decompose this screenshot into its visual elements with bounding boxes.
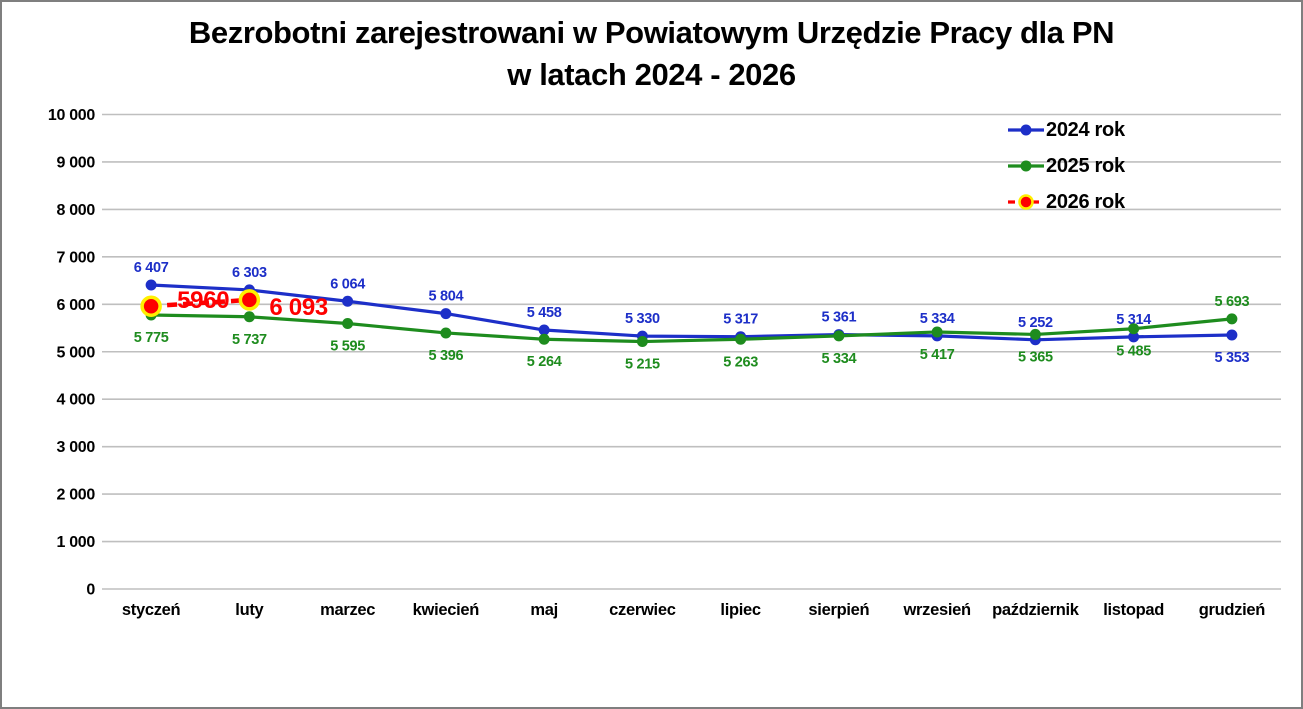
legend-item-2025: 2025 rok xyxy=(1008,148,1208,184)
y-axis-tick-label: 8 000 xyxy=(56,202,95,219)
chart-title: Bezrobotni zarejestrowani w Powiatowym U… xyxy=(2,12,1301,96)
data-point-2025-październik xyxy=(1029,328,1041,340)
data-label: 5 775 xyxy=(134,330,169,346)
y-axis-tick-label: 10 000 xyxy=(48,107,96,124)
data-label: 5 365 xyxy=(1018,349,1053,365)
data-label: 6 064 xyxy=(330,276,365,292)
data-point-2025-listopad xyxy=(1128,323,1140,335)
data-label: 5 264 xyxy=(527,354,562,370)
y-axis-tick-label: 9 000 xyxy=(56,154,95,171)
data-point-2025-grudzień xyxy=(1226,313,1238,325)
data-label: 5 693 xyxy=(1214,294,1249,310)
data-label: 5 334 xyxy=(920,311,955,327)
y-axis-tick-label: 2 000 xyxy=(56,487,95,504)
series-line-2026-rok xyxy=(150,297,250,309)
x-axis-label: marzec xyxy=(320,601,375,619)
x-axis-label: październik xyxy=(992,601,1080,619)
data-point-2025-maj xyxy=(538,333,550,345)
data-label: 5 330 xyxy=(625,311,660,327)
data-label: 6 303 xyxy=(232,265,267,281)
x-axis-label: czerwiec xyxy=(609,601,676,619)
data-point-2025-marzec xyxy=(342,318,354,330)
data-point-2025-sierpień xyxy=(833,330,845,342)
legend-marker-2026 xyxy=(1008,194,1044,210)
x-axis-label: styczeń xyxy=(122,601,181,619)
data-point-2025-czerwiec xyxy=(636,336,648,348)
x-axis-label: lipiec xyxy=(720,601,761,619)
data-label: 5 334 xyxy=(821,351,856,367)
data-label: 5 215 xyxy=(625,357,660,373)
data-label: 5 485 xyxy=(1116,344,1151,360)
data-label: 5 263 xyxy=(723,354,758,370)
data-label: 5 737 xyxy=(232,332,267,348)
series-line-2025-rok xyxy=(151,313,1233,344)
data-point-2026-luty xyxy=(238,289,261,311)
legend-label-2025: 2025 rok xyxy=(1046,154,1125,177)
y-axis-tick-label: 7 000 xyxy=(56,249,95,266)
data-point-2024-styczeń xyxy=(145,279,157,291)
y-axis-tick-label: 5 000 xyxy=(56,344,95,361)
legend: 2024 rok 2025 rok 2026 rok xyxy=(1008,112,1208,220)
legend-item-2026: 2026 rok xyxy=(1008,184,1208,220)
x-axis-label: sierpień xyxy=(808,601,869,619)
data-label: 5 417 xyxy=(920,347,955,363)
x-axis-label: luty xyxy=(235,601,264,619)
data-label: 5 595 xyxy=(330,339,365,355)
y-axis-tick-label: 1 000 xyxy=(56,534,95,551)
data-point-2024-kwiecień xyxy=(440,308,452,320)
x-axis-label: wrzesień xyxy=(902,601,971,619)
data-label: 5 396 xyxy=(428,348,463,364)
data-point-2024-marzec xyxy=(342,295,354,307)
chart-title-line2: w latach 2024 - 2026 xyxy=(507,56,796,92)
legend-label-2026: 2026 rok xyxy=(1046,190,1125,213)
data-point-2026-styczeń xyxy=(140,295,162,317)
x-axis-label: maj xyxy=(530,601,558,619)
legend-label-2024: 2024 rok xyxy=(1046,118,1125,141)
data-label: 5 361 xyxy=(821,310,856,326)
data-label: 5 353 xyxy=(1214,350,1249,366)
x-axis-label: grudzień xyxy=(1199,601,1266,619)
x-axis-label: kwiecień xyxy=(413,601,480,619)
data-point-2025-luty xyxy=(243,311,255,323)
data-label: 5 458 xyxy=(527,305,562,321)
data-point-2025-lipiec xyxy=(735,333,747,345)
legend-item-2024: 2024 rok xyxy=(1008,112,1208,148)
data-label: 5 804 xyxy=(428,289,463,305)
data-label: 5 252 xyxy=(1018,315,1053,331)
data-point-2024-listopad xyxy=(1128,331,1140,343)
data-label: 6 407 xyxy=(134,260,169,276)
data-label: 5960 xyxy=(177,287,229,314)
data-point-2025-kwiecień xyxy=(440,327,452,339)
y-axis-tick-label: 3 000 xyxy=(56,439,95,456)
data-point-2024-grudzień xyxy=(1226,329,1238,341)
data-label: 5 314 xyxy=(1116,312,1151,328)
data-point-2025-wrzesień xyxy=(931,326,943,338)
data-label: 6 093 xyxy=(269,294,328,321)
y-axis-tick-label: 0 xyxy=(86,582,95,599)
chart-title-line1: Bezrobotni zarejestrowani w Powiatowym U… xyxy=(188,15,1115,50)
series-line-2024-rok xyxy=(151,283,1232,342)
x-axis-label: listopad xyxy=(1103,601,1164,619)
legend-marker-2025 xyxy=(1008,160,1044,172)
legend-marker-2024 xyxy=(1008,124,1044,136)
y-axis-tick-label: 4 000 xyxy=(56,392,95,409)
data-point-2024-maj xyxy=(538,324,550,336)
y-axis-tick-label: 6 000 xyxy=(56,297,95,314)
data-label: 5 317 xyxy=(723,312,758,328)
